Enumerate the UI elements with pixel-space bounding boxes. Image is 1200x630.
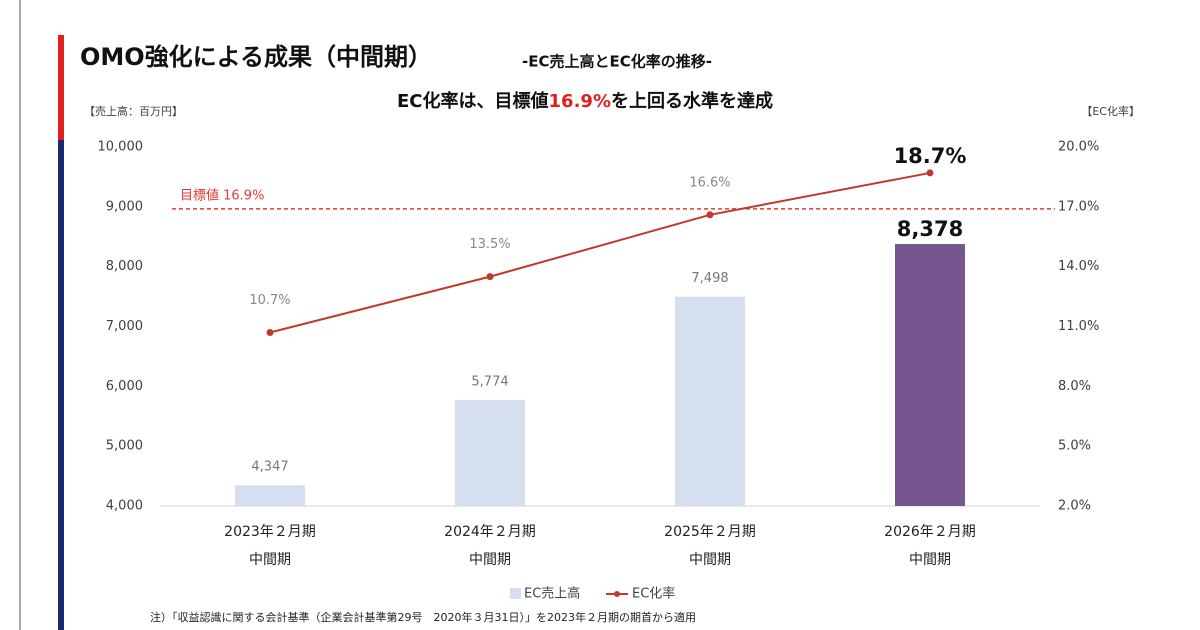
line-point bbox=[486, 273, 494, 281]
target-label: 目標値 16.9% bbox=[180, 187, 264, 203]
y-tick-label: 5,000 bbox=[106, 439, 143, 454]
y2-tick-label: 11.0% bbox=[1058, 319, 1099, 334]
legend-swatch bbox=[614, 591, 620, 597]
y2-tick-label: 2.0% bbox=[1058, 499, 1091, 514]
y-tick-label: 7,000 bbox=[106, 319, 143, 334]
line-value-label: 16.6% bbox=[689, 175, 730, 190]
y-tick-label: 8,000 bbox=[106, 259, 143, 274]
y-axis-label: 【売上高：百万円】 bbox=[84, 104, 183, 118]
line-value-label: 10.7% bbox=[249, 293, 290, 308]
bar-value-label: 4,347 bbox=[251, 460, 288, 475]
bar-value-label: 7,498 bbox=[691, 271, 728, 286]
y2-tick-label: 20.0% bbox=[1058, 140, 1099, 155]
line-point bbox=[266, 328, 274, 336]
x-tick-label: 中間期 bbox=[909, 552, 951, 568]
bar bbox=[235, 485, 305, 506]
headline-text: を上回る水準を達成 bbox=[611, 90, 773, 112]
x-tick-label: 中間期 bbox=[689, 552, 731, 568]
x-tick-label: 中間期 bbox=[469, 552, 511, 568]
footnote: 注）「収益認識に関する会計基準（企業会計基準第29号 2020年３月31日）」を… bbox=[150, 610, 696, 624]
chart-title: OMO強化による成果（中間期） bbox=[80, 43, 432, 71]
y2-axis-label: 【EC化率】 bbox=[1081, 104, 1140, 118]
y2-tick-label: 14.0% bbox=[1058, 259, 1099, 274]
y-tick-label: 10,000 bbox=[98, 140, 144, 155]
bar bbox=[675, 296, 745, 506]
bar-value-label: 8,378 bbox=[897, 217, 963, 241]
y-tick-label: 6,000 bbox=[106, 379, 143, 394]
accent-bar-red bbox=[58, 35, 64, 140]
bar bbox=[895, 244, 965, 506]
x-tick-label: 中間期 bbox=[249, 552, 291, 568]
y2-tick-label: 8.0% bbox=[1058, 379, 1091, 394]
headline-text: EC化率は、目標値 bbox=[397, 90, 549, 112]
line-point bbox=[926, 169, 934, 177]
y-tick-label: 9,000 bbox=[106, 199, 143, 214]
line-value-label: 18.7% bbox=[894, 144, 967, 168]
y2-tick-label: 17.0% bbox=[1058, 199, 1099, 214]
x-tick-label: 2024年２月期 bbox=[444, 524, 536, 540]
x-tick-label: 2026年２月期 bbox=[884, 524, 976, 540]
accent-bar-navy bbox=[58, 140, 64, 630]
y-tick-label: 4,000 bbox=[106, 499, 143, 514]
line bbox=[269, 171, 931, 334]
legend-label: EC化率 bbox=[632, 586, 675, 602]
y2-tick-label: 5.0% bbox=[1058, 439, 1091, 454]
x-tick-label: 2023年２月期 bbox=[224, 524, 316, 540]
bar-value-label: 5,774 bbox=[471, 374, 508, 389]
headline-highlight: 16.9% bbox=[549, 91, 611, 112]
headline: EC化率は、目標値16.9%を上回る水準を達成 bbox=[397, 90, 773, 112]
line-point bbox=[706, 211, 714, 219]
legend-swatch bbox=[510, 588, 521, 599]
chart-subtitle: -EC売上高とEC化率の推移- bbox=[522, 53, 712, 71]
x-tick-label: 2025年２月期 bbox=[664, 524, 756, 540]
legend-label: EC売上高 bbox=[524, 586, 580, 602]
line-value-label: 13.5% bbox=[469, 237, 510, 252]
bar bbox=[455, 399, 525, 506]
